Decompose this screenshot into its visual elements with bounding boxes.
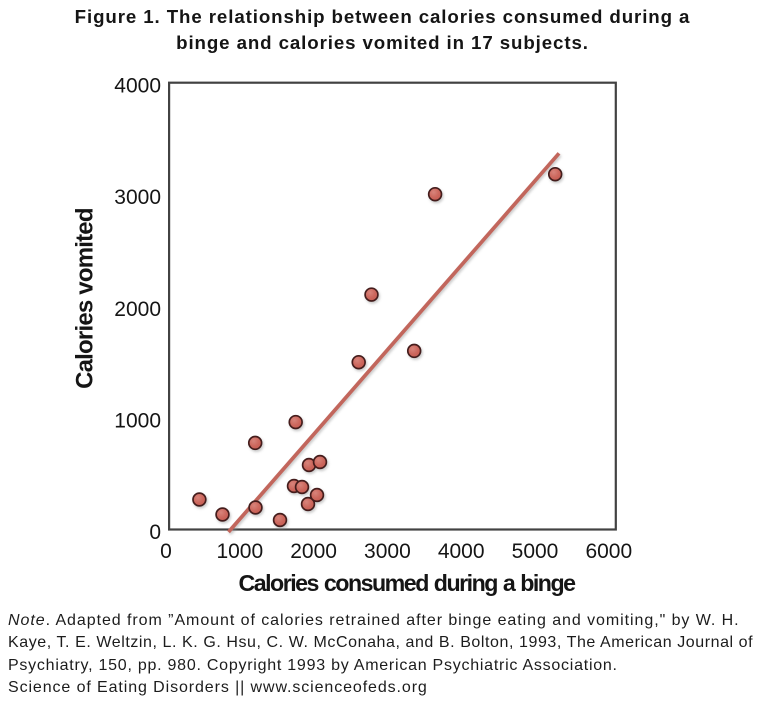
svg-text:6000: 6000 <box>585 540 632 563</box>
svg-text:4000: 4000 <box>114 74 161 97</box>
svg-text:3000: 3000 <box>114 186 161 209</box>
svg-text:4000: 4000 <box>438 540 485 563</box>
svg-text:5000: 5000 <box>512 540 559 563</box>
svg-text:1000: 1000 <box>216 540 263 563</box>
svg-text:Calories consumed during a bin: Calories consumed during a binge <box>238 570 576 596</box>
svg-text:Calories vomited: Calories vomited <box>72 208 99 389</box>
svg-text:1000: 1000 <box>114 410 161 433</box>
svg-text:0: 0 <box>160 540 172 563</box>
svg-text:2000: 2000 <box>114 298 161 321</box>
svg-text:3000: 3000 <box>364 540 411 563</box>
svg-text:2000: 2000 <box>290 540 337 563</box>
svg-text:0: 0 <box>149 521 161 544</box>
